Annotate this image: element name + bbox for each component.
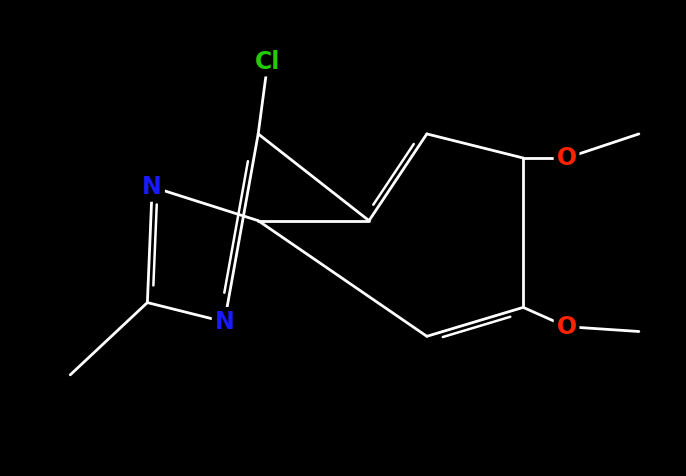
Text: O: O (556, 315, 577, 338)
Text: O: O (556, 146, 577, 170)
Text: N: N (215, 310, 235, 334)
Text: Cl: Cl (255, 50, 281, 74)
Text: N: N (142, 175, 162, 199)
